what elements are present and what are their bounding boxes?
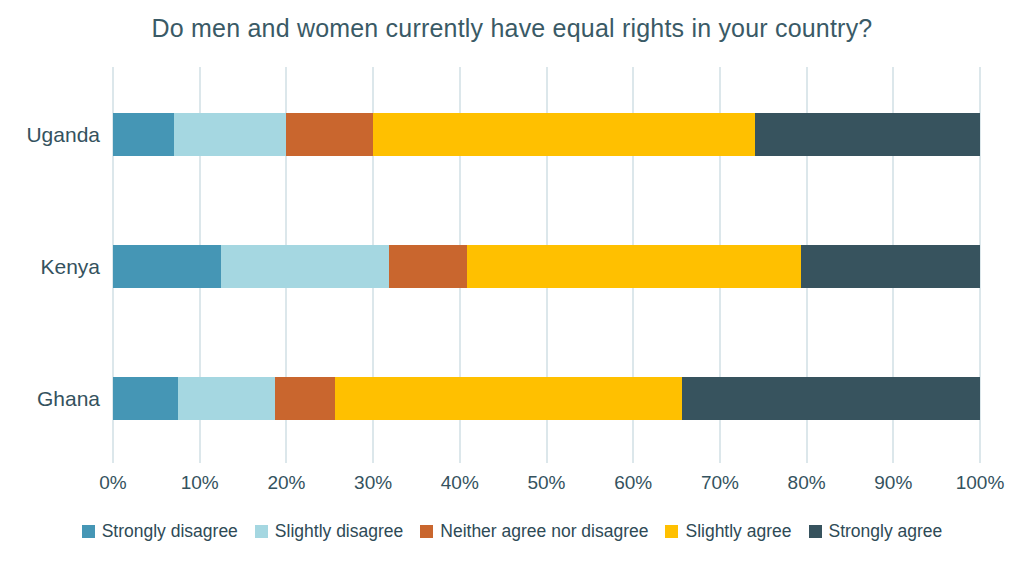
legend-item: Strongly agree bbox=[809, 521, 943, 542]
legend-label: Strongly agree bbox=[829, 521, 943, 542]
legend-label: Slightly agree bbox=[685, 521, 791, 542]
legend: Strongly disagree Slightly disagree Neithe… bbox=[0, 521, 1024, 542]
bar-segment bbox=[801, 245, 980, 288]
x-tick-label: 10% bbox=[155, 472, 245, 494]
x-tick-label: 100% bbox=[935, 472, 1024, 494]
bar-row-ghana bbox=[113, 377, 980, 420]
x-tick-label: 50% bbox=[502, 472, 592, 494]
x-tick-label: 20% bbox=[241, 472, 331, 494]
bar-segment bbox=[755, 113, 980, 156]
bar-segment bbox=[389, 245, 467, 288]
legend-item: Neither agree nor disagree bbox=[420, 521, 648, 542]
legend-label: Slightly disagree bbox=[275, 521, 403, 542]
bar-segment bbox=[373, 113, 754, 156]
bar-segment bbox=[682, 377, 980, 420]
chart-canvas: Do men and women currently have equal ri… bbox=[0, 0, 1024, 561]
x-tick-label: 90% bbox=[848, 472, 938, 494]
bar-segment bbox=[113, 113, 174, 156]
bar-segment bbox=[221, 245, 388, 288]
legend-swatch-icon bbox=[809, 525, 822, 538]
legend-swatch-icon bbox=[665, 525, 678, 538]
x-tick-label: 40% bbox=[415, 472, 505, 494]
category-label: Ghana bbox=[0, 377, 100, 420]
x-tick-label: 60% bbox=[588, 472, 678, 494]
bar-segment bbox=[286, 113, 373, 156]
category-label: Kenya bbox=[0, 245, 100, 288]
legend-item: Strongly disagree bbox=[82, 521, 238, 542]
x-tick-label: 0% bbox=[68, 472, 158, 494]
legend-swatch-icon bbox=[420, 525, 433, 538]
category-label: Uganda bbox=[0, 113, 100, 156]
x-tick-label: 70% bbox=[675, 472, 765, 494]
chart-title: Do men and women currently have equal ri… bbox=[0, 14, 1024, 43]
bar-segment bbox=[467, 245, 802, 288]
bar-row-kenya bbox=[113, 245, 980, 288]
plot-area bbox=[113, 67, 980, 463]
x-tick-label: 80% bbox=[762, 472, 852, 494]
legend-swatch-icon bbox=[255, 525, 268, 538]
bar-segment bbox=[275, 377, 335, 420]
bar-segment bbox=[174, 113, 287, 156]
legend-item: Slightly disagree bbox=[255, 521, 403, 542]
bar-segment bbox=[113, 245, 221, 288]
legend-swatch-icon bbox=[82, 525, 95, 538]
legend-item: Slightly agree bbox=[665, 521, 791, 542]
legend-label: Neither agree nor disagree bbox=[440, 521, 648, 542]
bar-row-uganda bbox=[113, 113, 980, 156]
bar-segment bbox=[178, 377, 275, 420]
legend-label: Strongly disagree bbox=[102, 521, 238, 542]
bar-segment bbox=[113, 377, 178, 420]
bar-segment bbox=[335, 377, 682, 420]
x-tick-label: 30% bbox=[328, 472, 418, 494]
